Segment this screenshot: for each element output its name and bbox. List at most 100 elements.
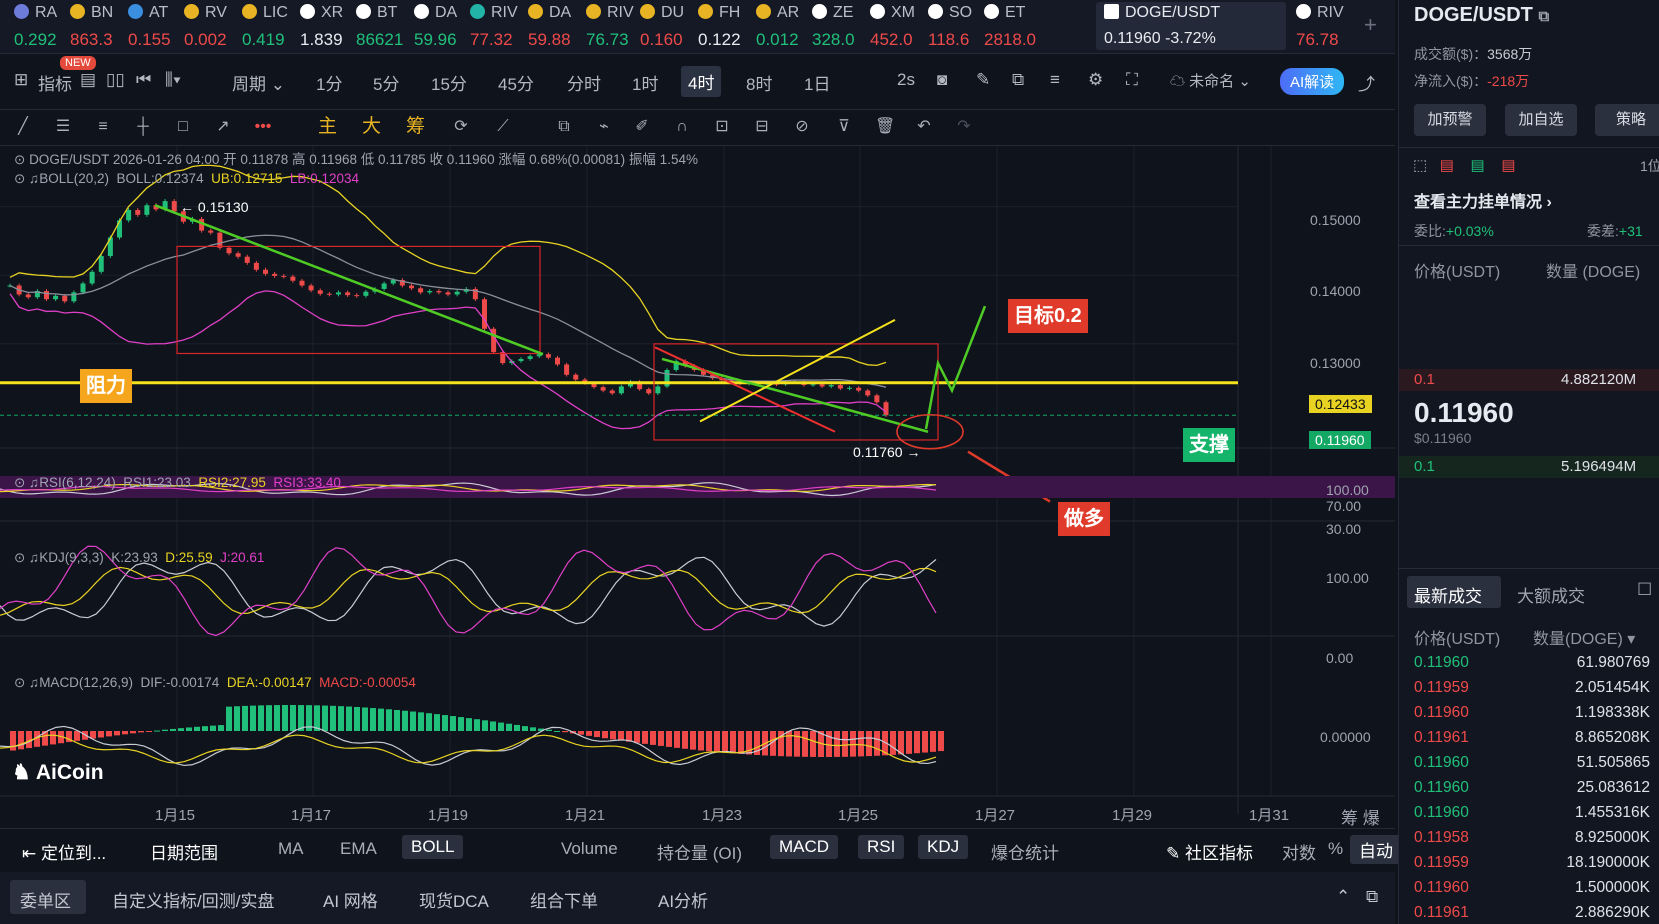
hline-tool-icon[interactable]: ☰: [55, 118, 71, 135]
tab-bn[interactable]: BN 863.3: [70, 4, 122, 50]
tr-qty-header[interactable]: 数量(DOGE) ▾: [1533, 631, 1636, 648]
rewind-icon[interactable]: ⏮: [136, 70, 152, 89]
sub-liquidation[interactable]: 爆仓统计: [991, 844, 1059, 863]
tab-at[interactable]: AT 0.155: [128, 4, 180, 50]
interval-5[interactable]: 1时: [632, 75, 659, 94]
arrow-tool-icon[interactable]: ↗: [216, 118, 230, 135]
rect-tool-icon[interactable]: □: [178, 118, 188, 135]
tab-ze[interactable]: ZE 328.0: [812, 4, 864, 50]
undo-icon[interactable]: ↶: [917, 118, 931, 135]
interval-3[interactable]: 45分: [498, 75, 534, 94]
tab-riv[interactable]: RIV 76.73: [586, 4, 638, 50]
tab-ar[interactable]: AR 0.012: [756, 4, 808, 50]
large-trades-tab[interactable]: 大额成交: [1517, 587, 1585, 606]
indicator-icon[interactable]: ⊞: [14, 70, 29, 89]
add-alert-button[interactable]: 加预警: [1414, 104, 1486, 136]
tab-da[interactable]: DA 59.88: [528, 4, 580, 50]
fullscreen-icon[interactable]: ⛶: [1126, 70, 1138, 89]
lock-icon[interactable]: ⊡: [715, 118, 729, 135]
layout-icon[interactable]: ▯▯: [106, 70, 125, 89]
collapse-icon[interactable]: ⌃: [1336, 887, 1351, 906]
tab-bt[interactable]: BT 86621: [356, 4, 408, 50]
main-force-tool[interactable]: 主: [318, 116, 338, 137]
interval-2[interactable]: 15分: [431, 75, 467, 94]
interval-0[interactable]: 1分: [316, 75, 343, 94]
checkbox[interactable]: ☐: [1637, 580, 1653, 599]
line-tool-icon[interactable]: ╱: [18, 118, 28, 135]
latest-trades-tab[interactable]: 最新成交: [1414, 587, 1482, 606]
auto-draw-icon[interactable]: ⟳: [454, 118, 468, 135]
candle-type-icon[interactable]: ⫼▾: [165, 70, 182, 89]
ind-boll[interactable]: BOLL: [402, 835, 464, 859]
settings-icon[interactable]: ⚙: [1088, 70, 1104, 89]
add-watchlist-button[interactable]: 加自选: [1505, 104, 1577, 136]
copy-icon[interactable]: ⧉: [558, 118, 570, 135]
ob-view-icons[interactable]: ⬚ ▤ ▤ ▤: [1413, 157, 1516, 174]
tab-doge-usdt-active[interactable]: [1096, 2, 1286, 50]
filter-icon[interactable]: ⊽: [838, 118, 850, 135]
tab-xm[interactable]: XM 452.0: [870, 4, 922, 50]
layout-name-dropdown[interactable]: ☁ 未命名 ⌄: [1170, 73, 1251, 90]
tab-riv[interactable]: RIV 77.32: [470, 4, 522, 50]
tab-lic[interactable]: LIC 0.419: [242, 4, 294, 50]
tab-rv[interactable]: RV 0.002: [184, 4, 236, 50]
interval-8[interactable]: 1日: [804, 75, 831, 94]
interval-4[interactable]: 分时: [567, 75, 601, 94]
tab-du[interactable]: DU 0.160: [640, 4, 692, 50]
footer-ai-grid[interactable]: AI 网格: [323, 892, 378, 911]
main-orders-link[interactable]: 查看主力挂单情况 ›: [1414, 194, 1552, 211]
window-icon[interactable]: ⧉: [1012, 70, 1025, 89]
ind-ema[interactable]: EMA: [340, 839, 377, 858]
ind-ma[interactable]: MA: [278, 839, 304, 858]
tab-riv-2[interactable]: RIV 76.78: [1296, 4, 1346, 50]
brush-icon[interactable]: ✐: [635, 118, 649, 135]
axis-tools[interactable]: 筹 爆: [1341, 809, 1380, 828]
period-dropdown[interactable]: 周期 ⌄: [232, 75, 285, 94]
ray-tool-icon[interactable]: ┼: [137, 118, 149, 135]
precision-select[interactable]: 1位: [1640, 158, 1659, 174]
sub-volume[interactable]: Volume: [561, 839, 618, 858]
magnet-icon[interactable]: ∩: [676, 118, 688, 135]
hide-icon[interactable]: ⊟: [755, 118, 769, 135]
tab-so[interactable]: SO 118.6: [928, 4, 980, 50]
active-tab-content[interactable]: DOGE/USDT 0.11960 -3.72%: [1104, 4, 1284, 50]
camera-icon[interactable]: ◙: [937, 70, 948, 89]
link-icon[interactable]: ⊘: [795, 118, 809, 135]
measure-icon[interactable]: ⟋: [497, 118, 509, 135]
footer-ai-analysis[interactable]: AI分析: [658, 892, 709, 911]
footer-combo-order[interactable]: 组合下单: [530, 892, 598, 911]
add-tab-button[interactable]: +: [1364, 12, 1377, 37]
interval-7[interactable]: 8时: [746, 75, 773, 94]
channel-tool-icon[interactable]: ≡: [98, 118, 108, 135]
interval-1[interactable]: 5分: [373, 75, 400, 94]
tab-ra[interactable]: RA 0.292: [14, 4, 66, 50]
interval-6[interactable]: 4时: [681, 66, 722, 97]
sub-kdj[interactable]: KDJ: [918, 835, 969, 859]
sub-macd[interactable]: MACD: [770, 835, 839, 859]
tab-da[interactable]: DA 59.96: [414, 4, 466, 50]
ask-price[interactable]: 0.1: [1414, 371, 1435, 388]
date-range-button[interactable]: 日期范围: [150, 844, 218, 863]
bid-price[interactable]: 0.1: [1414, 458, 1435, 475]
ruler-icon[interactable]: ⌁: [599, 118, 609, 135]
popout-icon[interactable]: ⧉: [1366, 887, 1379, 906]
list-icon[interactable]: ≡: [1050, 70, 1060, 89]
tab-xr[interactable]: XR 1.839: [300, 4, 352, 50]
sub-oi[interactable]: 持仓量 (OI): [657, 844, 742, 863]
share-icon[interactable]: ⤴: [1358, 75, 1375, 94]
sub-rsi[interactable]: RSI: [858, 835, 905, 859]
footer-orders[interactable]: 委单区: [20, 892, 71, 911]
ai-interpret-button[interactable]: AI解读: [1280, 68, 1345, 95]
footer-spot-dca[interactable]: 现货DCA: [419, 892, 489, 911]
more-tools-icon[interactable]: •••: [254, 118, 272, 135]
locate-button[interactable]: ⇤ 定位到...: [22, 844, 107, 863]
grid-icon[interactable]: ▤: [80, 70, 97, 89]
tab-fh[interactable]: FH 0.122: [698, 4, 750, 50]
indicators-button[interactable]: 指标: [38, 75, 72, 94]
auto-toggle[interactable]: 自动: [1350, 835, 1402, 864]
pencil-icon[interactable]: ✎: [976, 70, 991, 89]
chip-tool[interactable]: 筹: [406, 116, 426, 137]
footer-custom-indicators[interactable]: 自定义指标/回测/实盘: [112, 892, 275, 911]
big-order-tool[interactable]: 大: [362, 116, 382, 137]
kline-chart[interactable]: [0, 146, 1395, 814]
